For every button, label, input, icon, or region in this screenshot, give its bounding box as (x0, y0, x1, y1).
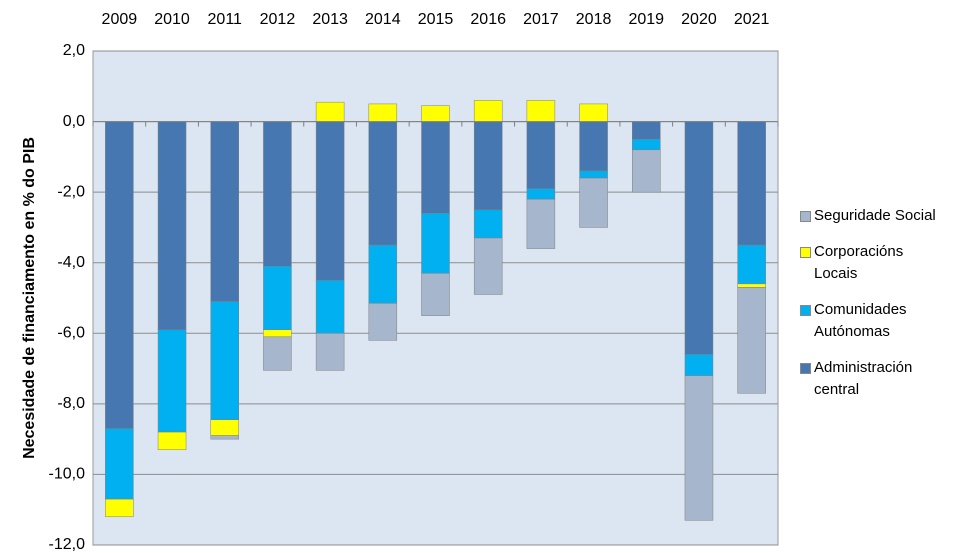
bar-segment (421, 105, 450, 122)
bar-segment (105, 428, 134, 500)
x-tick-label: 2011 (208, 11, 243, 28)
legend: Seguridade Social Corporacións Locais Comu… (800, 205, 940, 415)
bar-segment (473, 121, 503, 211)
legend-swatch (800, 363, 811, 374)
x-tick-label: 2013 (312, 11, 348, 28)
bar-segment (157, 431, 187, 450)
bar-segment (368, 303, 398, 341)
x-tick-label: 2020 (681, 11, 717, 28)
legend-item: Comunidades Autónomas (800, 299, 940, 343)
bar-segment (210, 435, 239, 440)
bar-segment (157, 121, 187, 331)
y-tick-label: 0,0 (63, 113, 85, 130)
x-tick-label: 2021 (734, 11, 770, 28)
bar-segment (105, 121, 134, 429)
x-tick-label: 2018 (576, 11, 612, 28)
y-tick-label: -2,0 (57, 183, 85, 200)
bar-segment (315, 101, 345, 122)
bar-segment (579, 170, 608, 179)
bar-segment (368, 103, 398, 122)
bar-segment (684, 354, 714, 376)
bar-segment (737, 244, 766, 285)
bar-segment (315, 121, 345, 281)
bar-segment (684, 375, 714, 521)
legend-swatch (800, 211, 811, 222)
bar-segment (263, 336, 292, 371)
bar-segment (632, 149, 661, 193)
bar-segment (263, 121, 292, 267)
legend-label: Administración central (814, 359, 913, 398)
x-tick-label: 2019 (628, 11, 664, 28)
x-tick-label: 2009 (102, 11, 138, 28)
bar-segment (737, 283, 766, 288)
y-tick-label: -6,0 (57, 325, 85, 342)
bar-segment (579, 177, 608, 228)
y-tick-label: -8,0 (57, 395, 85, 412)
bar-segment (421, 213, 450, 274)
x-tick-label: 2014 (365, 11, 401, 28)
bar-segment (315, 333, 345, 371)
legend-item: Seguridade Social (800, 205, 940, 227)
bar-segment (421, 121, 450, 214)
bar-segment (210, 419, 239, 436)
bar-segment (368, 244, 398, 304)
legend-label: Comunidades Autónomas (814, 301, 907, 340)
legend-swatch (800, 247, 811, 258)
bar-segment (105, 498, 134, 518)
x-tick-label: 2017 (523, 11, 559, 28)
bar-segment (632, 121, 661, 140)
y-tick-label: -10,0 (49, 466, 86, 483)
bar-segment (263, 329, 292, 338)
bar-segment (579, 121, 608, 172)
bar-segment (632, 138, 661, 151)
bar-segment (473, 100, 503, 122)
x-tick-label: 2016 (470, 11, 506, 28)
bar-segment (157, 329, 187, 433)
legend-label: Corporacións Locais (814, 243, 904, 282)
y-tick-label: 2,0 (63, 42, 85, 59)
bar-segment (684, 121, 714, 355)
bar-segment (526, 198, 556, 249)
x-tick-label: 2010 (154, 11, 190, 28)
legend-item: Corporacións Locais (800, 241, 940, 285)
bar-segment (421, 273, 450, 316)
x-tick-label: 2012 (260, 11, 296, 28)
legend-swatch (800, 305, 811, 316)
bar-segment (473, 209, 503, 239)
bar-segment (526, 100, 556, 122)
bar-segment (315, 280, 345, 334)
bar-segment (579, 103, 608, 122)
y-tick-label: -4,0 (57, 254, 85, 271)
y-axis-title: Necesidade de financiamento en % do PIB (21, 137, 38, 459)
x-tick-label: 2015 (418, 11, 454, 28)
y-tick-label: -12,0 (49, 536, 86, 553)
bar-segment (210, 301, 239, 420)
bar-segment (526, 188, 556, 200)
bar-segment (737, 121, 766, 246)
bar-segment (737, 287, 766, 394)
legend-item: Administración central (800, 357, 940, 401)
bar-segment (526, 121, 556, 189)
bar-segment (210, 121, 239, 302)
bar-segment (473, 237, 503, 295)
bar-segment (368, 121, 398, 246)
bar-segment (263, 265, 292, 331)
legend-label: Seguridade Social (814, 207, 936, 224)
